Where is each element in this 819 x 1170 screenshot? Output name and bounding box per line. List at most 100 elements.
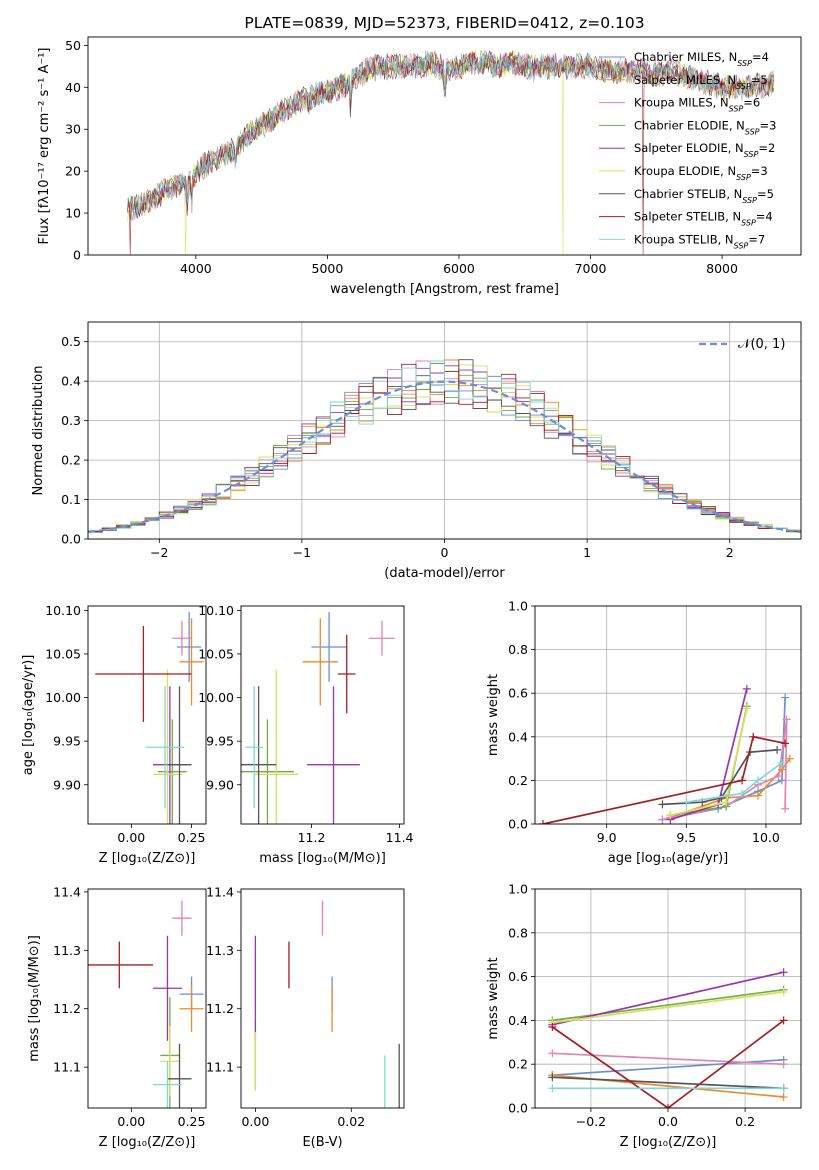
y-tick-label: 0.0: [61, 532, 81, 547]
errorbar-point-kroupa_miles: [172, 620, 192, 656]
y-axis-label: age [log₁₀(age/yr)]: [21, 655, 36, 776]
errorbar-point-salpeter_miles: [179, 985, 204, 1033]
spectrum-legend: Chabrier MILES, NSSP=4 Salpeter MILES, NS…: [599, 50, 776, 250]
weight-line: [542, 735, 786, 824]
y-tick-label: 10.10: [198, 603, 234, 618]
y-tick-label: 10.00: [45, 690, 81, 705]
y-tick-label: 11.4: [206, 884, 234, 899]
x-tick-label: 9.5: [676, 830, 696, 845]
plus-marker: [738, 789, 747, 798]
weight-line: [551, 1019, 785, 1108]
plus-marker: [749, 732, 758, 741]
weight-series-kroupa_stelib: [682, 758, 786, 807]
y-tick-label: 0.1: [61, 492, 81, 507]
y-tick-label: 20: [65, 164, 81, 179]
legend-label: Kroupa STELIB, NSSP=7: [634, 232, 765, 250]
axes-mass_vs_ebv: 0.00 0.02 11.1 11.2 11.3 11.4 E(B-V): [206, 884, 405, 1150]
residual-legend: 𝒩(0, 1): [699, 337, 785, 352]
plot-area-spectrum: [127, 49, 775, 255]
y-tick-label: 0.6: [508, 686, 528, 701]
errorbar-point-salpeter_elodie: [153, 935, 182, 1041]
x-tick-label: 9.0: [597, 830, 617, 845]
plus-marker: [779, 1093, 788, 1102]
legend-label: Salpeter ELODIE, NSSP=2: [634, 141, 775, 159]
errorbar-point-salpeter_stelib: [88, 941, 154, 989]
x-tick-label: 8000: [706, 261, 738, 276]
frame-spectrum: [87, 36, 802, 256]
y-tick-label: 0.0: [508, 817, 528, 832]
x-tick-label: 7000: [575, 261, 607, 276]
plus-marker: [548, 1049, 557, 1058]
legend-label: Salpeter MILES, NSSP=5: [634, 73, 768, 91]
legend-label: 𝒩(0, 1): [738, 337, 785, 352]
y-tick-label: 0.2: [508, 773, 528, 788]
frame-massweight_vs_age: [534, 605, 802, 825]
weight-series-salpeter_stelib: [548, 1016, 788, 1108]
weight-series-kroupa_elodie: [666, 704, 751, 820]
y-tick-label: 11.1: [206, 1060, 234, 1075]
weight-series-kroupa_stelib: [548, 1084, 788, 1093]
y-axis-label: Normed distribution: [31, 366, 46, 496]
y-tick-label: 0.5: [61, 334, 81, 349]
x-tick-label: 11.4: [386, 830, 414, 845]
axes-massweight_vs_age: 9.0 9.5 10.0 0.0 0.2 0.4 0.6 0.8 1.0 age [log₁₀(a…: [486, 599, 802, 866]
y-tick-label: 0.2: [508, 1057, 528, 1072]
frame-age_vs_mass: [240, 605, 405, 825]
plus-marker: [742, 704, 751, 713]
gaussian-reference-curve: [88, 380, 801, 534]
x-axis-label: (data-model)/error: [384, 566, 505, 581]
legend-label: Salpeter STELIB, NSSP=4: [634, 210, 773, 228]
weight-series-kroupa_miles: [548, 1049, 788, 1069]
y-tick-label: 9.90: [206, 777, 234, 792]
weight-series-kroupa_elodie: [548, 987, 788, 1027]
y-tick-label: 11.2: [206, 1001, 234, 1016]
errorbar-point-salpeter_stelib: [95, 626, 192, 722]
weight-line: [552, 991, 784, 1024]
plot-area-residuals: [88, 359, 801, 534]
errorbar-point-kroupa_elodie: [254, 669, 299, 824]
y-tick-label: 11.3: [53, 943, 81, 958]
weight-line: [552, 971, 784, 1026]
figure-title: PLATE=0839, MJD=52373, FIBERID=0412, z=0…: [244, 14, 644, 32]
errorbar-point-kroupa_elodie: [160, 1026, 180, 1097]
histogram-kroupa_stelib: [88, 360, 801, 532]
errorbar-point-kroupa_stelib: [153, 1061, 182, 1108]
weight-series-chabrier_elodie: [666, 702, 751, 820]
plus-marker: [781, 693, 790, 702]
errorbar-point-salpeter_miles: [179, 618, 204, 706]
plot-area-mass_vs_Z: [88, 900, 204, 1108]
plus-marker: [753, 776, 762, 785]
x-axis-label: Z [log₁₀(Z/Z⊙)]: [99, 851, 196, 866]
x-tick-label: 0.25: [178, 830, 206, 845]
frame-age_vs_Z: [87, 605, 207, 825]
x-tick-label: 4000: [180, 261, 212, 276]
x-tick-label: 0.0: [658, 1114, 678, 1129]
plot-area-massweight_vs_Z: [548, 968, 788, 1108]
y-tick-label: 9.95: [206, 734, 234, 749]
plus-marker: [753, 791, 762, 800]
x-axis-label: mass [log₁₀(M/M⊙)]: [259, 851, 386, 866]
x-tick-label: 0.00: [117, 1114, 145, 1129]
x-tick-label: 0: [441, 545, 449, 560]
spectrum-series-salpeter_stelib: [127, 50, 775, 255]
frame-mass_vs_Z: [87, 888, 207, 1109]
plus-marker: [779, 1084, 788, 1093]
y-tick-label: 10: [65, 206, 81, 221]
x-tick-label: −1: [293, 545, 311, 560]
weight-line: [686, 762, 783, 804]
plot-area-mass_vs_ebv: [254, 900, 400, 1108]
x-tick-label: 1: [583, 545, 591, 560]
plot-area-massweight_vs_age: [538, 684, 794, 824]
spectrum-series-kroupa_stelib: [127, 51, 775, 221]
x-axis-label: age [log₁₀(age/yr)]: [608, 851, 729, 866]
y-tick-label: 1.0: [508, 599, 528, 614]
errorbar-point-chabrier_miles: [311, 612, 347, 682]
plus-marker: [781, 739, 790, 748]
y-tick-label: 10.10: [45, 603, 81, 618]
plus-marker: [779, 1016, 788, 1025]
y-tick-label: 11.2: [53, 1001, 81, 1016]
y-axis-label: mass weight: [486, 957, 501, 1039]
y-tick-label: 11.1: [53, 1060, 81, 1075]
x-tick-label: 0.00: [117, 830, 145, 845]
y-tick-label: 1.0: [508, 882, 528, 897]
